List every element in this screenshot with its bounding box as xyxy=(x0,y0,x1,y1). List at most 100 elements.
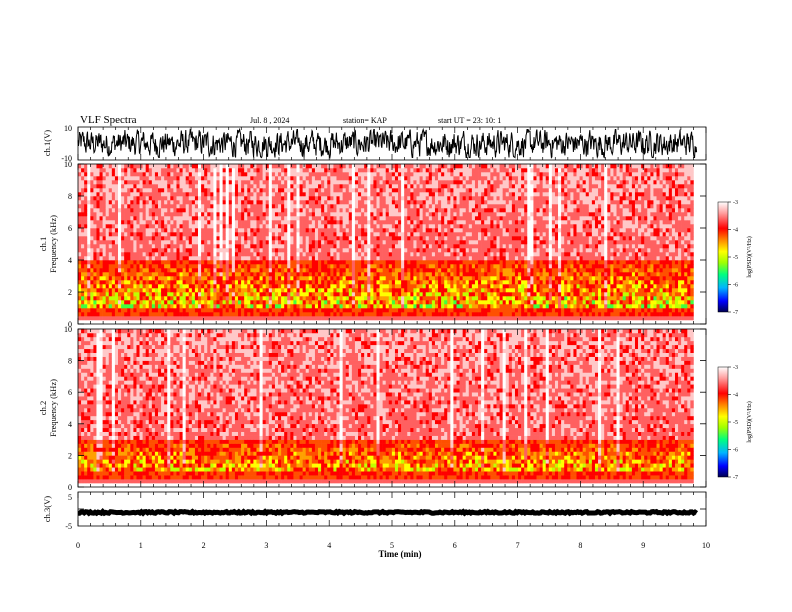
spectrogram-cell xyxy=(241,244,245,249)
spectrogram-cell xyxy=(198,304,202,309)
spectrogram-cell xyxy=(456,284,460,289)
spectrogram-cell xyxy=(330,240,334,245)
spectrogram-cell xyxy=(244,208,248,213)
spectrogram-cell xyxy=(327,300,331,305)
spectrogram-cell xyxy=(244,320,248,325)
spectrogram-cell xyxy=(422,272,427,277)
spectrogram-cell xyxy=(108,312,113,317)
spectrogram-cell xyxy=(250,260,254,265)
spectrogram-cell xyxy=(318,308,322,313)
spectrogram-cell xyxy=(204,168,208,173)
spectrogram-cell xyxy=(364,272,368,277)
spectrogram-cell xyxy=(391,168,396,173)
spectrogram-cell xyxy=(453,192,457,197)
spectrogram-cell xyxy=(364,200,368,205)
spectrogram-cell xyxy=(339,292,343,297)
spectrogram-cell xyxy=(207,320,211,325)
spectrogram-cell xyxy=(111,208,116,213)
spectrogram-cell xyxy=(216,308,220,313)
spectrogram-cell xyxy=(385,292,390,297)
spectrogram-cell xyxy=(247,216,251,221)
spectrogram-cell xyxy=(241,252,245,257)
spectrogram-cell xyxy=(268,184,273,189)
spectrogram-cell xyxy=(330,260,334,265)
spectrogram-cell xyxy=(361,280,365,285)
spectrogram-cell xyxy=(198,232,202,237)
spectrogram-cell xyxy=(342,296,347,301)
spectrogram-cell xyxy=(379,292,383,297)
spectrogram-cell xyxy=(99,180,103,185)
spectrogram-cell xyxy=(114,180,119,185)
spectrogram-cell xyxy=(151,216,156,221)
spectrogram-cell xyxy=(164,292,168,297)
spectrogram-cell xyxy=(219,312,223,317)
spectrogram-cell xyxy=(167,268,171,273)
spectrogram-cell xyxy=(114,256,119,261)
spectrogram-cell xyxy=(188,220,193,225)
spectrogram-cell xyxy=(388,164,393,169)
spectrogram-cell xyxy=(376,204,380,209)
spectrogram-cell xyxy=(441,284,445,289)
spectrogram-cell xyxy=(305,320,310,325)
spectrogram-cell xyxy=(182,300,186,305)
spectrogram-cell xyxy=(234,264,239,269)
spectrogram-cell xyxy=(410,228,414,233)
spectrogram-cell xyxy=(99,304,103,309)
spectrogram-cell xyxy=(108,188,113,193)
spectrogram-cell xyxy=(268,292,273,297)
spectrogram-cell xyxy=(111,216,116,221)
spectrogram-cell xyxy=(250,200,254,205)
spectrogram-cell xyxy=(256,284,260,289)
spectrogram-cell xyxy=(407,320,411,325)
spectrogram-cell xyxy=(293,192,297,197)
spectrogram-cell xyxy=(299,312,303,317)
spectrogram-cell xyxy=(121,276,125,281)
spectrogram-cell xyxy=(179,300,183,305)
spectrogram-cell xyxy=(401,228,405,233)
spectrogram-cell xyxy=(250,176,254,181)
spectrogram-cell xyxy=(182,172,186,177)
spectrogram-cell xyxy=(151,256,156,261)
spectrogram-cell xyxy=(176,196,180,201)
spectrogram-cell xyxy=(281,192,285,197)
spectrogram-cell xyxy=(231,248,236,253)
spectrogram-cell xyxy=(241,176,245,181)
spectrogram-cell xyxy=(182,264,186,269)
spectrogram-cell xyxy=(173,204,177,209)
spectrogram-cell xyxy=(121,316,125,321)
spectrogram-cell xyxy=(339,180,343,185)
spectrogram-cell xyxy=(188,296,193,301)
spectrogram-cell xyxy=(154,256,159,261)
spectrogram-cell xyxy=(118,248,122,253)
spectrogram-cell xyxy=(78,236,82,241)
spectrogram-cell xyxy=(133,268,137,273)
spectrogram-cell xyxy=(78,252,82,257)
spectrogram-cell xyxy=(293,212,297,217)
spectrogram-cell xyxy=(118,264,122,269)
spectrogram-cell xyxy=(213,192,217,197)
spectrogram-cell xyxy=(321,320,325,325)
spectrogram-cell xyxy=(404,284,408,289)
spectrogram-cell xyxy=(327,308,331,313)
spectrogram-cell xyxy=(354,184,359,189)
spectrogram-cell xyxy=(351,312,356,317)
spectrogram-cell xyxy=(441,172,445,177)
spectrogram-cell xyxy=(299,244,303,249)
spectrogram-cell xyxy=(394,204,399,209)
spectrogram-cell xyxy=(284,240,288,245)
spectrogram-cell xyxy=(345,204,350,209)
spectrogram-cell xyxy=(364,288,368,293)
spectrogram-cell xyxy=(182,220,186,225)
spectrogram-cell xyxy=(284,228,288,233)
spectrogram-cell xyxy=(407,304,411,309)
spectrogram-cell xyxy=(222,268,227,273)
spectrogram-cell xyxy=(327,188,331,193)
spectrogram-cell xyxy=(342,260,347,265)
spectrogram-cell xyxy=(345,260,350,265)
spectrogram-cell xyxy=(154,288,159,293)
spectrogram-cell xyxy=(154,224,159,229)
spectrogram-cell xyxy=(148,228,153,233)
spectrogram-cell xyxy=(367,180,371,185)
spectrogram-cell xyxy=(419,192,423,197)
spectrogram-cell xyxy=(404,256,408,261)
